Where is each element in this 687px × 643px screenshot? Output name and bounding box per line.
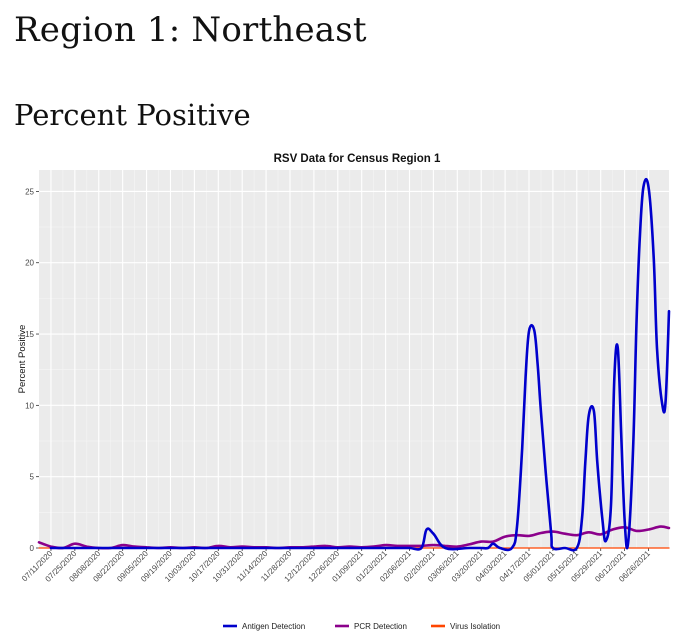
y-axis-label: Percent Positive xyxy=(17,325,28,394)
region-title: Region 1: Northeast xyxy=(14,10,367,50)
legend: Antigen Detection PCR Detection Virus Isol… xyxy=(223,622,500,631)
section-title: Percent Positive xyxy=(14,98,251,132)
y-tick-label: 10 xyxy=(25,401,34,410)
y-tick-label: 0 xyxy=(30,544,35,553)
chart-title: RSV Data for Census Region 1 xyxy=(274,153,441,165)
y-tick-label: 20 xyxy=(25,259,34,268)
series-line-antigen-detection xyxy=(49,178,671,552)
legend-label-antigen-detection: Antigen Detection xyxy=(242,622,305,631)
legend-label-pcr-detection: PCR Detection xyxy=(354,622,407,631)
plot-panel xyxy=(39,170,669,548)
y-tick-label: 15 xyxy=(25,330,34,339)
x-axis: 07/11/202007/25/202008/08/202008/22/2020… xyxy=(20,548,652,584)
rsv-line-chart: RSV Data for Census Region 1 0510152025 … xyxy=(17,153,671,631)
y-axis: 0 5 10 15 20 25 xyxy=(25,187,39,553)
y-tick-label: 5 xyxy=(30,473,35,482)
series-layer xyxy=(37,178,671,552)
legend-label-virus-isolation: Virus Isolation xyxy=(450,622,500,631)
y-tick-label: 25 xyxy=(25,187,34,196)
